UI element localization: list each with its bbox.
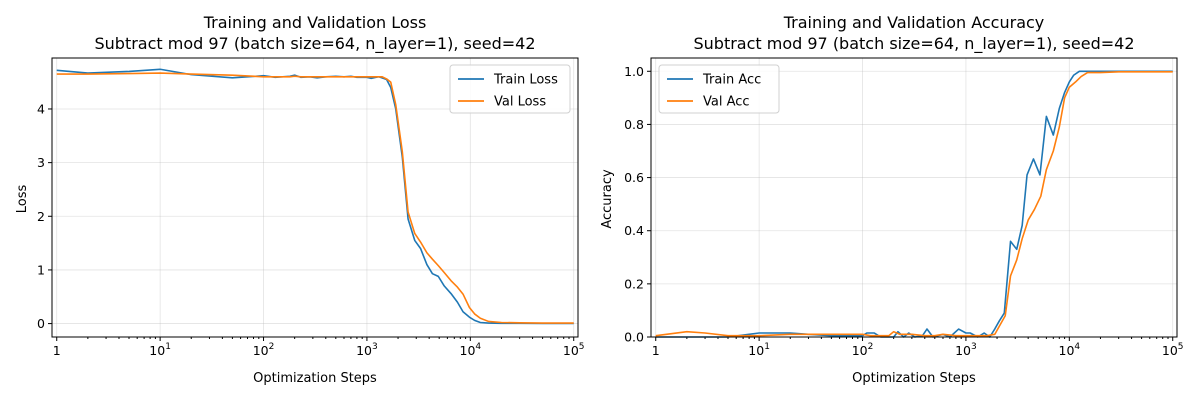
loss-chart-ytick-label-2: 2 xyxy=(37,209,45,224)
accuracy-chart-legend-label-val-acc: Val Acc xyxy=(703,95,750,110)
accuracy-chart-xtick-label-1: 101 xyxy=(748,342,770,358)
accuracy-chart-subtitle: Subtract mod 97 (batch size=64, n_layer=… xyxy=(693,34,1134,54)
loss-chart-legend-label-train-loss: Train Loss xyxy=(493,73,558,88)
accuracy-chart-title: Training and Validation Accuracy xyxy=(783,13,1045,32)
loss-chart-ytick-label-3: 3 xyxy=(37,155,45,170)
loss-chart-xtick-label-1: 101 xyxy=(149,342,171,358)
accuracy-chart-xlabel: Optimization Steps xyxy=(852,371,976,386)
loss-chart-subtitle: Subtract mod 97 (batch size=64, n_layer=… xyxy=(94,34,535,54)
accuracy-chart-ytick-label-0: 0.0 xyxy=(624,330,644,345)
loss-chart-xtick-label-2: 102 xyxy=(253,342,275,358)
accuracy-chart-legend-label-train-acc: Train Acc xyxy=(702,73,761,88)
loss-chart-xtick-label-3: 103 xyxy=(356,342,378,358)
loss-chart: Training and Validation Loss Subtract mo… xyxy=(15,13,585,386)
loss-chart-xtick-label-0: 1 xyxy=(53,343,61,358)
accuracy-chart-ytick-label-4: 0.8 xyxy=(624,117,644,132)
accuracy-chart-xtick-label-5: 105 xyxy=(1162,342,1184,358)
loss-chart-legend-label-val-loss: Val Loss xyxy=(494,95,546,110)
accuracy-chart-ytick-label-1: 0.2 xyxy=(624,276,644,291)
loss-chart-ytick-label-1: 1 xyxy=(37,262,45,277)
accuracy-chart-ytick-label-3: 0.6 xyxy=(624,170,644,185)
loss-chart-ytick-label-4: 4 xyxy=(37,101,45,116)
loss-chart-title: Training and Validation Loss xyxy=(203,13,427,32)
accuracy-chart-ylabel: Accuracy xyxy=(600,169,615,229)
accuracy-chart-xtick-label-2: 102 xyxy=(852,342,874,358)
loss-chart-axes-frame xyxy=(51,57,579,338)
loss-chart-xlabel: Optimization Steps xyxy=(253,371,377,386)
accuracy-chart: Training and Validation Accuracy Subtrac… xyxy=(600,13,1184,386)
accuracy-chart-series-train-acc xyxy=(655,70,1173,338)
accuracy-chart-legend: Train Acc Val Acc xyxy=(658,64,780,114)
accuracy-chart-axes-frame xyxy=(650,57,1178,338)
loss-chart-xtick-label-4: 104 xyxy=(460,342,482,358)
accuracy-chart-xtick-label-4: 104 xyxy=(1059,342,1081,358)
accuracy-chart-series-val-acc xyxy=(655,71,1173,337)
accuracy-chart-xtick-label-3: 103 xyxy=(955,342,977,358)
loss-chart-series-val-loss xyxy=(56,72,574,324)
loss-chart-xtick-label-5: 105 xyxy=(563,342,585,358)
accuracy-chart-ytick-label-5: 1.0 xyxy=(624,64,644,79)
accuracy-chart-ytick-label-2: 0.4 xyxy=(624,223,644,238)
loss-chart-legend: Train Loss Val Loss xyxy=(449,64,571,114)
loss-chart-ytick-label-0: 0 xyxy=(37,316,45,331)
loss-chart-ylabel: Loss xyxy=(15,185,30,214)
accuracy-chart-xtick-label-0: 1 xyxy=(652,343,660,358)
